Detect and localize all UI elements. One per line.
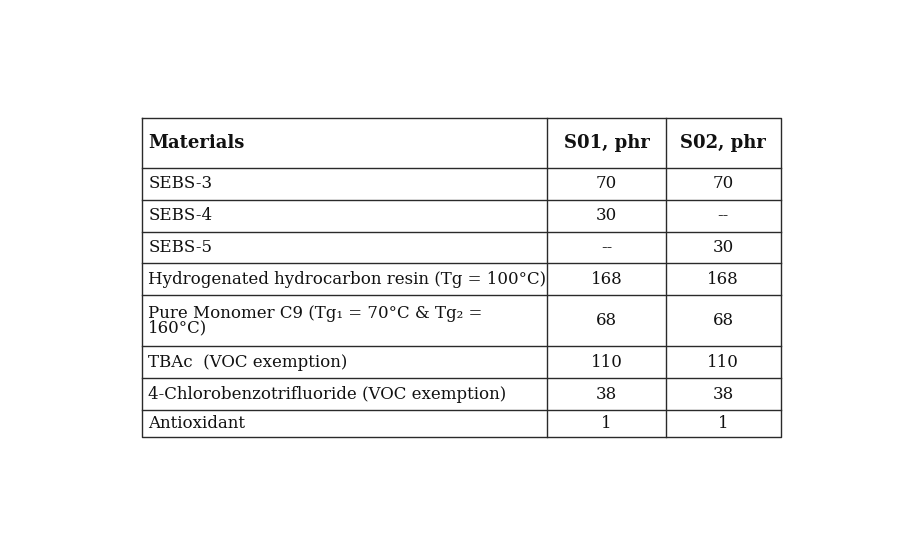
Text: Materials: Materials	[148, 134, 245, 152]
Text: 30: 30	[713, 239, 734, 256]
Text: 110: 110	[590, 354, 623, 371]
Text: SEBS-3: SEBS-3	[148, 175, 212, 192]
Text: Hydrogenated hydrocarbon resin (Tg = 100°C): Hydrogenated hydrocarbon resin (Tg = 100…	[148, 271, 546, 288]
Text: 38: 38	[713, 386, 734, 403]
Text: 168: 168	[707, 271, 739, 288]
Text: --: --	[601, 239, 612, 256]
Text: 1: 1	[601, 415, 612, 432]
Text: 70: 70	[596, 175, 617, 192]
Text: Antioxidant: Antioxidant	[148, 415, 245, 432]
Text: S01, phr: S01, phr	[563, 134, 650, 152]
Text: SEBS-5: SEBS-5	[148, 239, 212, 256]
Text: 68: 68	[713, 312, 734, 329]
Text: SEBS-4: SEBS-4	[148, 207, 212, 224]
Text: 70: 70	[713, 175, 734, 192]
Text: 4-Chlorobenzotrifluoride (VOC exemption): 4-Chlorobenzotrifluoride (VOC exemption)	[148, 386, 507, 403]
Text: 110: 110	[707, 354, 739, 371]
Text: --: --	[717, 207, 729, 224]
Text: 30: 30	[596, 207, 617, 224]
Text: S02, phr: S02, phr	[680, 134, 766, 152]
Text: 68: 68	[596, 312, 617, 329]
Text: 160°C): 160°C)	[148, 319, 207, 336]
Text: 168: 168	[590, 271, 623, 288]
Text: 1: 1	[718, 415, 728, 432]
Text: 38: 38	[596, 386, 617, 403]
Text: Pure Monomer C9 (Tg₁ = 70°C & Tg₂ =: Pure Monomer C9 (Tg₁ = 70°C & Tg₂ =	[148, 305, 482, 322]
Text: TBAc  (VOC exemption): TBAc (VOC exemption)	[148, 354, 347, 371]
